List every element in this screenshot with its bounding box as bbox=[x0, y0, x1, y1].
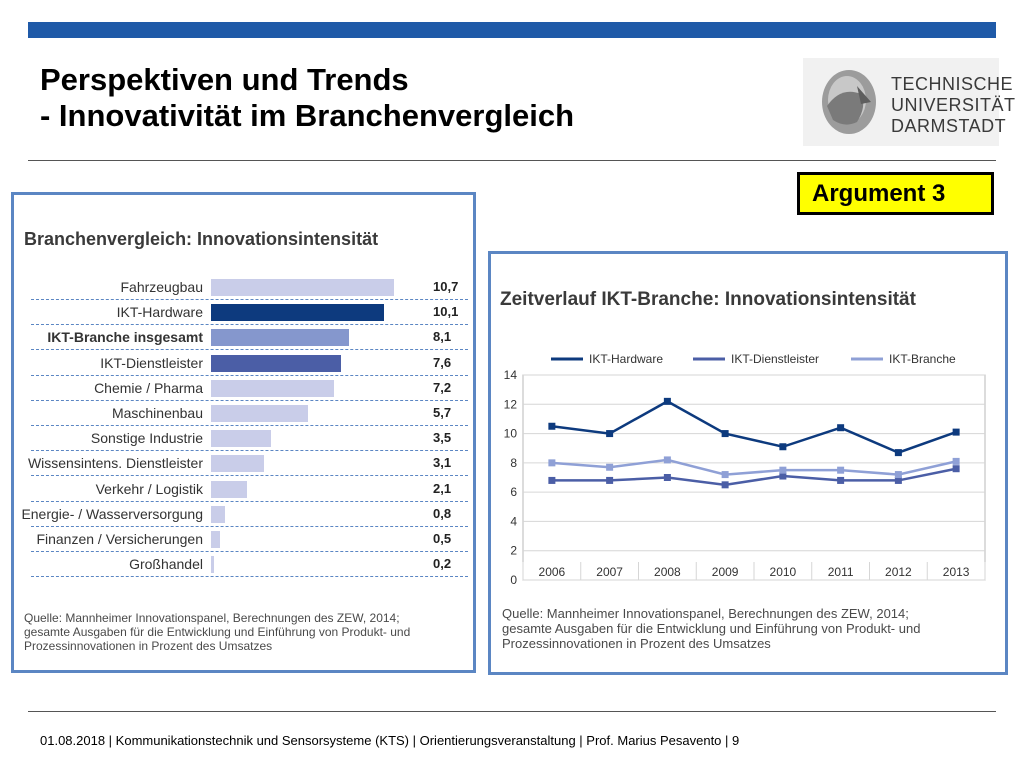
source-line: gesamte Ausgaben für die Entwicklung und… bbox=[502, 621, 921, 636]
bar-category-label: Großhandel bbox=[129, 556, 203, 573]
logo-wordmark: TECHNISCHE UNIVERSITÄT DARMSTADT bbox=[891, 74, 1016, 137]
bar-category-label: Wissensintens. Dienstleister bbox=[27, 455, 203, 472]
footer-text: 01.08.2018 | Kommunikationstechnik und S… bbox=[40, 733, 740, 748]
bar bbox=[211, 430, 271, 448]
athena-head-icon bbox=[822, 70, 876, 134]
bar-value-label: 3,1 bbox=[433, 455, 452, 471]
bar bbox=[211, 556, 215, 574]
bar bbox=[211, 480, 247, 498]
logo-line: DARMSTADT bbox=[891, 116, 1007, 136]
bar bbox=[211, 354, 341, 372]
bar-value-label: 10,7 bbox=[433, 279, 459, 294]
bar-chart-title: Branchenvergleich: Innovationsintensität bbox=[24, 229, 379, 249]
bar-row: IKT-Dienstleister 7,6 bbox=[31, 351, 468, 376]
logo-line: TECHNISCHE bbox=[891, 74, 1014, 94]
bar-value-label: 7,2 bbox=[433, 379, 452, 395]
top-accent-bar bbox=[28, 22, 996, 38]
bar bbox=[211, 505, 225, 523]
bar-value-label: 0,8 bbox=[433, 505, 452, 521]
bar-category-label: Energie- / Wasserversorgung bbox=[21, 505, 203, 522]
title-line-1: Perspektiven und Trends bbox=[40, 62, 409, 97]
bar-value-label: 3,5 bbox=[433, 430, 452, 446]
source-line: Prozessinnovationen in Prozent des Umsat… bbox=[502, 636, 771, 651]
bar-category-label: IKT-Hardware bbox=[116, 304, 203, 321]
source-line: gesamte Ausgaben für die Entwicklung und… bbox=[24, 625, 411, 639]
bar-value-label: 2,1 bbox=[433, 480, 452, 496]
bar-category-label: IKT-Dienstleister bbox=[100, 354, 203, 371]
university-logo: TECHNISCHE UNIVERSITÄT DARMSTADT bbox=[803, 58, 1015, 146]
line-chart-title: Zeitverlauf IKT-Branche: Innovationsinte… bbox=[500, 289, 916, 310]
bar-value-label: 0,5 bbox=[433, 531, 452, 546]
bar-value-label: 5,7 bbox=[433, 405, 452, 420]
bar-category-label: Chemie / Pharma bbox=[94, 379, 203, 396]
bar-row: Chemie / Pharma 7,2 bbox=[31, 376, 468, 401]
bar-row: Energie- / Wasserversorgung 0,8 bbox=[21, 502, 468, 527]
bar-chart-panel: Branchenvergleich: Innovationsintensität… bbox=[11, 192, 476, 673]
bar-category-label: Sonstige Industrie bbox=[90, 430, 203, 447]
bar-value-label: 7,6 bbox=[433, 354, 452, 370]
bar-category-label: Maschinenbau bbox=[111, 405, 203, 421]
bar-category-label: IKT-Branche insgesamt bbox=[47, 329, 203, 346]
title-line-2: - Innovativität im Branchenvergleich bbox=[40, 98, 575, 133]
line-chart-panel: Zeitverlauf IKT-Branche: Innovationsinte… bbox=[488, 251, 1008, 675]
footer-divider bbox=[28, 711, 996, 712]
bar-row: IKT-Hardware 10,1 bbox=[31, 300, 468, 326]
bar-chart-source: Quelle: Mannheimer Innovationspanel, Ber… bbox=[24, 611, 410, 653]
bar-value-label: 8,1 bbox=[433, 329, 452, 345]
bar-row: Sonstige Industrie 3,5 bbox=[31, 426, 468, 452]
bar-row: Finanzen / Versicherungen 0,5 bbox=[31, 527, 468, 552]
line-chart-source: Quelle: Mannheimer Innovationspanel, Ber… bbox=[502, 606, 920, 651]
header-divider bbox=[28, 160, 996, 161]
bar bbox=[211, 304, 384, 322]
argument-badge: Argument 3 bbox=[797, 172, 994, 215]
logo-line: UNIVERSITÄT bbox=[891, 95, 1016, 115]
bar bbox=[211, 405, 309, 422]
source-line: Quelle: Mannheimer Innovationspanel, Ber… bbox=[24, 611, 400, 625]
page-title: Perspektiven und Trends - Innovativität … bbox=[40, 62, 574, 134]
bar-value-label: 0,2 bbox=[433, 556, 452, 572]
bar-row: Maschinenbau 5,7 bbox=[31, 401, 468, 426]
bar-category-label: Verkehr / Logistik bbox=[95, 480, 203, 497]
bar-row: Wissensintens. Dienstleister 3,1 bbox=[27, 451, 468, 477]
source-line: Prozessinnovationen in Prozent des Umsat… bbox=[24, 639, 273, 653]
bar-row: Fahrzeugbau 10,7 bbox=[31, 275, 468, 300]
bar bbox=[211, 279, 394, 296]
source-line: Quelle: Mannheimer Innovationspanel, Ber… bbox=[502, 606, 909, 621]
bar-category-label: Fahrzeugbau bbox=[120, 279, 203, 295]
bar-row: Großhandel 0,2 bbox=[31, 552, 468, 578]
bar bbox=[211, 531, 220, 548]
bar bbox=[211, 379, 334, 397]
bar bbox=[211, 455, 264, 473]
bar-category-label: Finanzen / Versicherungen bbox=[36, 531, 203, 547]
bar-row: IKT-Branche insgesamt 8,1 bbox=[31, 325, 468, 351]
bar-row: Verkehr / Logistik 2,1 bbox=[31, 477, 468, 502]
bar-value-label: 10,1 bbox=[433, 304, 459, 320]
bar bbox=[211, 329, 350, 347]
